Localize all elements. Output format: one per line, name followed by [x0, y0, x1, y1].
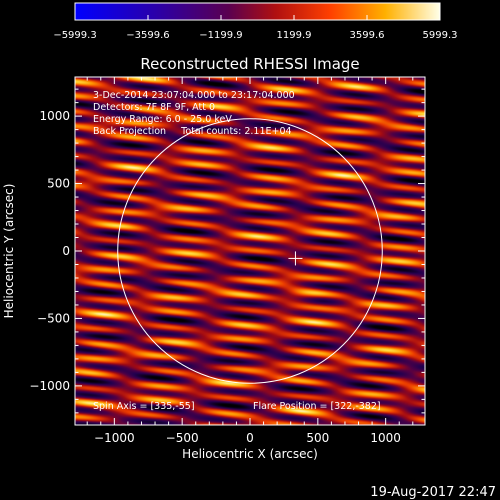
annotation-method-counts: Back Projection Total counts: 2.11E+04	[93, 126, 292, 137]
flare-position-label: Flare Position = [322,-382]	[253, 401, 381, 412]
spin-axis-marker	[288, 251, 303, 266]
chart-title: Reconstructed RHESSI Image	[140, 55, 359, 73]
x-tick-label: 1000	[370, 431, 401, 445]
footer-timestamp: 19-Aug-2017 22:47	[370, 485, 496, 500]
x-tick-label: −500	[166, 431, 199, 445]
annotation-time-range: 3-Dec-2014 23:07:04.000 to 23:17:04.000	[93, 90, 295, 101]
colorbar-tick-label: 3599.6	[350, 30, 385, 41]
x-tick-label: −1000	[94, 431, 135, 445]
colorbar-ticks: −5999.3 −3599.6 −1199.9 1199.9 3599.6 5999.3	[53, 15, 458, 41]
y-tick-label: 500	[47, 177, 70, 191]
annotation-energy-range: Energy Range: 6.0 - 25.0 keV	[93, 114, 232, 125]
colorbar-tick-label: −1199.9	[199, 30, 242, 41]
y-tick-label: −500	[37, 311, 70, 325]
x-tick-label: 500	[306, 431, 329, 445]
colorbar-tick-label: 5999.3	[423, 30, 458, 41]
x-tick-labels: −1000 −500 0 500 1000	[94, 431, 401, 445]
y-tick-label: 0	[62, 244, 70, 258]
colorbar-tick-label: −5999.3	[53, 30, 96, 41]
solar-limb-circle	[117, 118, 383, 384]
colorbar-tick-label: 1199.9	[277, 30, 312, 41]
colorbar	[74, 2, 441, 21]
y-tick-labels: −1000 −500 0 500 1000	[29, 109, 70, 393]
axis-ticks	[75, 77, 425, 425]
x-tick-label: 0	[246, 431, 254, 445]
heatmap-image	[75, 77, 425, 425]
spin-axis-label: Spin Axis = [335,-55]	[93, 401, 195, 412]
x-axis-label: Heliocentric X (arcsec)	[182, 447, 318, 461]
y-tick-label: −1000	[29, 379, 70, 393]
annotation-detectors: Detectors: 7F 8F 9F, Att 0	[93, 102, 215, 113]
y-tick-label: 1000	[39, 109, 70, 123]
y-axis-label: Heliocentric Y (arcsec)	[2, 184, 16, 319]
colorbar-tick-label: −3599.6	[126, 30, 169, 41]
